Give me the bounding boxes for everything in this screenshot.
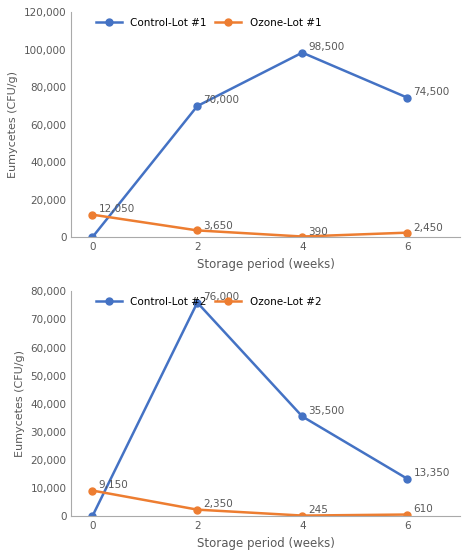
Ozone-Lot #2 — [300, 512, 305, 519]
Line: Ozone-Lot #2: Ozone-Lot #2 — [89, 487, 410, 519]
Control-Lot #1 — [89, 234, 95, 240]
Text: 12,050: 12,050 — [99, 204, 135, 214]
Line: Ozone-Lot #1: Ozone-Lot #1 — [89, 211, 410, 240]
Text: 9,150: 9,150 — [99, 480, 128, 490]
X-axis label: Storage period (weeks): Storage period (weeks) — [197, 537, 335, 550]
Control-Lot #1 — [300, 49, 305, 56]
Line: Control-Lot #1: Control-Lot #1 — [89, 49, 410, 240]
Text: 2,350: 2,350 — [204, 499, 234, 509]
Text: 610: 610 — [414, 504, 433, 514]
Text: 2,450: 2,450 — [414, 223, 443, 233]
Control-Lot #2 — [404, 475, 410, 482]
Ozone-Lot #2 — [404, 511, 410, 518]
Control-Lot #1 — [404, 94, 410, 101]
Text: 74,500: 74,500 — [414, 87, 450, 97]
Ozone-Lot #2 — [195, 506, 200, 513]
Legend: Control-Lot #2, Ozone-Lot #2: Control-Lot #2, Ozone-Lot #2 — [96, 296, 321, 306]
Text: 13,350: 13,350 — [414, 469, 450, 478]
Ozone-Lot #2 — [89, 487, 95, 494]
Text: 3,650: 3,650 — [204, 220, 234, 230]
Ozone-Lot #1 — [404, 229, 410, 236]
Ozone-Lot #1 — [300, 233, 305, 240]
Control-Lot #1 — [195, 103, 200, 109]
Y-axis label: Eumycetes (CFU/g): Eumycetes (CFU/g) — [8, 71, 18, 179]
Text: 390: 390 — [308, 227, 328, 237]
Text: 35,500: 35,500 — [308, 406, 345, 416]
Legend: Control-Lot #1, Ozone-Lot #1: Control-Lot #1, Ozone-Lot #1 — [96, 17, 321, 27]
Y-axis label: Eumycetes (CFU/g): Eumycetes (CFU/g) — [15, 350, 25, 458]
Control-Lot #2 — [300, 413, 305, 420]
Ozone-Lot #1 — [195, 227, 200, 234]
Control-Lot #2 — [89, 513, 95, 519]
Control-Lot #2 — [195, 299, 200, 306]
Text: 76,000: 76,000 — [204, 292, 240, 302]
X-axis label: Storage period (weeks): Storage period (weeks) — [197, 258, 335, 271]
Text: 98,500: 98,500 — [308, 42, 345, 52]
Text: 70,000: 70,000 — [204, 95, 240, 105]
Line: Control-Lot #2: Control-Lot #2 — [89, 299, 410, 519]
Text: 245: 245 — [308, 506, 329, 515]
Ozone-Lot #1 — [89, 211, 95, 218]
